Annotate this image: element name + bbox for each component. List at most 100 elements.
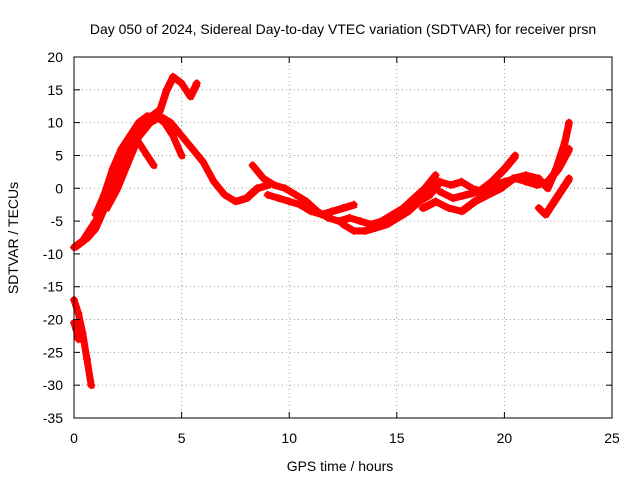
data-point-marker bbox=[543, 184, 552, 193]
data-point-marker bbox=[74, 335, 83, 344]
data-point-marker bbox=[483, 190, 492, 199]
data-point-marker bbox=[317, 210, 326, 219]
data-series bbox=[70, 72, 573, 390]
series-band-offset bbox=[106, 116, 272, 212]
data-point-marker bbox=[457, 207, 466, 216]
y-tick-label: 5 bbox=[55, 147, 63, 163]
series-band-offset bbox=[423, 123, 573, 215]
data-point-marker bbox=[392, 213, 401, 222]
data-point-marker bbox=[270, 180, 279, 189]
data-point-marker bbox=[156, 112, 165, 121]
series-band-offset bbox=[268, 195, 358, 218]
data-point-marker bbox=[134, 118, 143, 127]
data-point-marker bbox=[339, 220, 347, 229]
y-tick-label: 20 bbox=[47, 49, 63, 65]
data-point-marker bbox=[280, 184, 289, 193]
data-point-marker bbox=[511, 151, 520, 160]
data-point-marker bbox=[521, 171, 530, 180]
data-point-marker bbox=[100, 190, 109, 199]
data-point-marker bbox=[108, 164, 117, 173]
data-point-marker bbox=[209, 177, 218, 186]
y-tick-label: -15 bbox=[43, 279, 63, 295]
data-point-marker bbox=[431, 171, 440, 180]
y-tick-label: -30 bbox=[43, 377, 63, 393]
y-tick-label: -20 bbox=[43, 312, 63, 328]
series-band-offset bbox=[74, 323, 84, 343]
data-point-marker bbox=[91, 210, 100, 219]
data-point-marker bbox=[242, 194, 251, 203]
data-point-marker bbox=[339, 203, 347, 212]
data-point-marker bbox=[547, 200, 556, 209]
data-point-marker bbox=[448, 194, 457, 203]
data-point-marker bbox=[231, 197, 240, 206]
data-point-marker bbox=[87, 381, 96, 390]
data-point-marker bbox=[446, 180, 455, 189]
data-point-marker bbox=[177, 79, 186, 88]
data-point-marker bbox=[145, 118, 154, 127]
data-point-marker bbox=[74, 240, 83, 249]
x-tick-label: 10 bbox=[281, 430, 297, 446]
data-point-marker bbox=[560, 180, 569, 189]
data-point-marker bbox=[496, 184, 505, 193]
data-point-marker bbox=[149, 161, 158, 170]
data-point-marker bbox=[285, 197, 294, 206]
data-point-marker bbox=[534, 174, 543, 183]
chart-title: Day 050 of 2024, Sidereal Day-to-day VTE… bbox=[90, 21, 596, 37]
data-point-marker bbox=[295, 200, 304, 209]
data-point-marker bbox=[263, 190, 272, 199]
data-point-marker bbox=[564, 174, 573, 183]
data-point-marker bbox=[554, 190, 563, 199]
data-point-marker bbox=[564, 118, 573, 127]
data-point-marker bbox=[328, 207, 337, 216]
data-point-marker bbox=[192, 79, 201, 88]
y-tick-label: -35 bbox=[43, 410, 63, 426]
data-point-marker bbox=[474, 187, 483, 196]
x-tick-label: 5 bbox=[178, 430, 186, 446]
x-tick-label: 20 bbox=[497, 430, 513, 446]
y-tick-label: -10 bbox=[43, 246, 63, 262]
y-tick-label: -25 bbox=[43, 344, 63, 360]
data-point-marker bbox=[420, 184, 429, 193]
y-tick-label: 0 bbox=[55, 180, 63, 196]
data-point-marker bbox=[487, 177, 496, 186]
data-point-marker bbox=[345, 213, 354, 222]
y-tick-label: 15 bbox=[47, 82, 63, 98]
data-point-marker bbox=[425, 190, 434, 199]
data-point-marker bbox=[349, 200, 358, 209]
data-point-marker bbox=[560, 138, 569, 147]
data-point-marker bbox=[306, 207, 315, 216]
data-point-marker bbox=[349, 226, 358, 235]
series-satellite-track-10 bbox=[534, 174, 573, 219]
data-point-marker bbox=[125, 131, 134, 140]
data-point-marker bbox=[291, 190, 300, 199]
data-point-marker bbox=[248, 161, 257, 170]
data-point-marker bbox=[177, 151, 186, 160]
data-point-marker bbox=[252, 184, 261, 193]
series-satellite-track-9 bbox=[435, 151, 520, 203]
x-tick-label: 25 bbox=[604, 430, 620, 446]
data-point-marker bbox=[220, 190, 229, 199]
data-point-marker bbox=[123, 158, 132, 167]
data-point-marker bbox=[274, 194, 283, 203]
data-point-marker bbox=[552, 164, 561, 173]
plot-frame bbox=[73, 56, 613, 419]
data-point-marker bbox=[382, 220, 391, 229]
data-point-marker bbox=[500, 164, 509, 173]
data-point-marker bbox=[168, 131, 177, 140]
data-point-marker bbox=[431, 197, 440, 206]
y-axis-title: SDTVAR / TECUs bbox=[5, 182, 21, 294]
y-tick-label: 10 bbox=[47, 115, 63, 131]
data-point-marker bbox=[418, 203, 427, 212]
x-axis-title: GPS time / hours bbox=[287, 458, 394, 474]
series-band-offset bbox=[440, 156, 519, 202]
data-point-marker bbox=[102, 203, 111, 212]
series-satellite-track-8 bbox=[418, 118, 573, 216]
data-point-marker bbox=[186, 92, 195, 101]
data-point-marker bbox=[470, 197, 479, 206]
data-point-marker bbox=[444, 203, 453, 212]
x-tick-label: 0 bbox=[70, 430, 78, 446]
data-point-marker bbox=[166, 118, 175, 127]
data-point-marker bbox=[509, 174, 518, 183]
data-point-marker bbox=[82, 233, 91, 242]
